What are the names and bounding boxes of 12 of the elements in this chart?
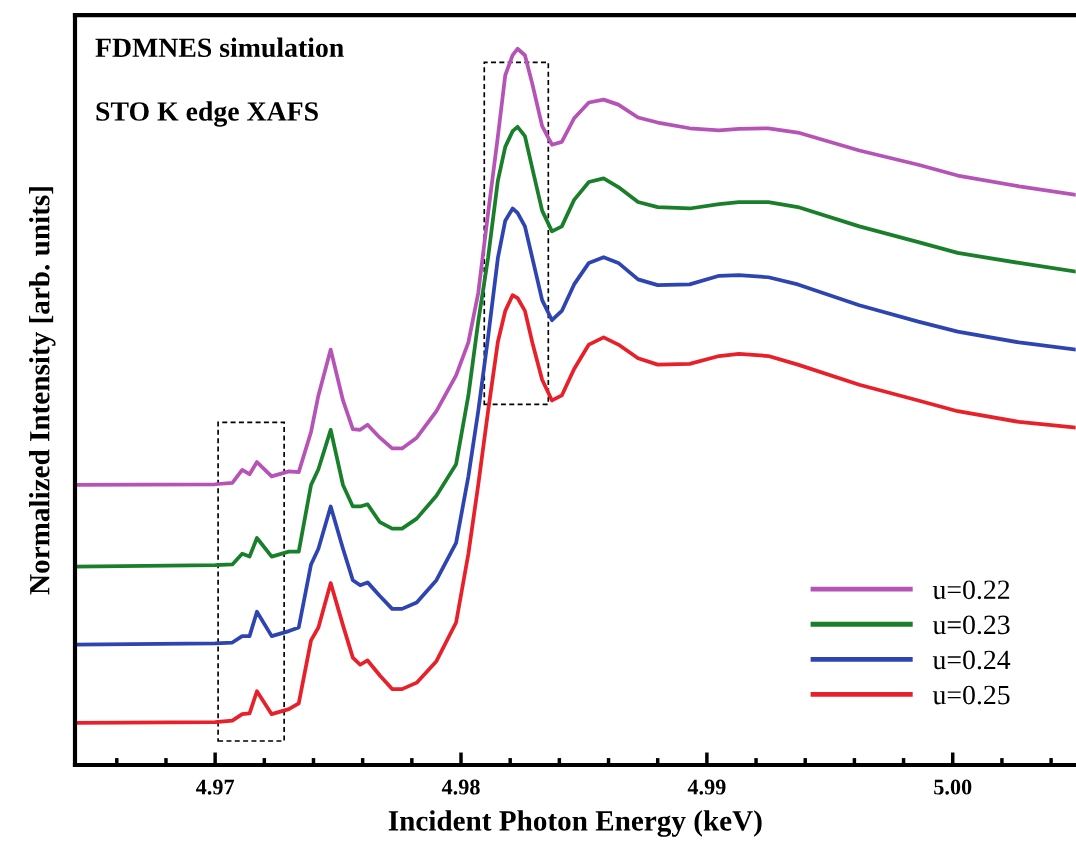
annotation: STO K edge XAFS <box>96 101 318 127</box>
legend-label: u=0.25 <box>932 685 1010 705</box>
y-axis-title: Normalized Intensity [arb. units] <box>29 187 56 595</box>
legend-label: u=0.23 <box>932 615 1010 635</box>
x-tick-label: 4.97 <box>196 779 235 795</box>
x-tick-label: 4.98 <box>441 779 480 795</box>
x-tick-label: 5.00 <box>934 779 972 795</box>
x-tick-label: 4.99 <box>687 779 726 795</box>
legend-label: u=0.22 <box>932 580 1010 600</box>
x-axis-title: Incident Photon Energy (keV) <box>388 810 762 837</box>
legend-label: u=0.24 <box>932 650 1011 670</box>
annotation: FDMNES simulation <box>95 37 344 58</box>
